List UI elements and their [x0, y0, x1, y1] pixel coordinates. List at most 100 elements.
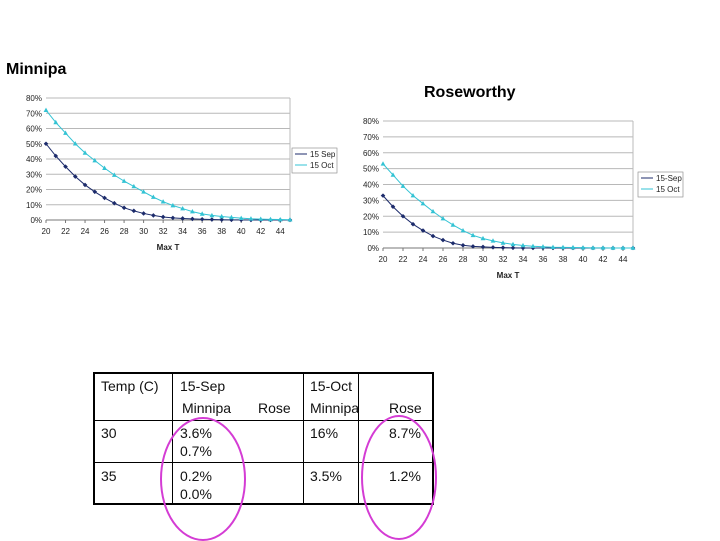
row-30-sep-minnipa: 3.6%: [180, 425, 212, 441]
data-point: [500, 245, 506, 250]
data-point: [170, 215, 176, 221]
data-point: [550, 244, 556, 250]
header-oct-minnipa: Minnipa: [310, 400, 360, 416]
row-35-oct-rose: 1.2%: [389, 468, 421, 484]
header-sep-date: 15-Sep: [180, 378, 226, 394]
data-point: [150, 194, 156, 199]
y-tick-label: 80%: [26, 94, 42, 103]
x-tick-label: 26: [439, 255, 448, 264]
data-point: [410, 221, 416, 227]
y-tick-label: 30%: [26, 170, 42, 179]
x-tick-label: 42: [256, 227, 265, 236]
y-tick-label: 0%: [30, 216, 42, 225]
row-35-oct-minnipa: 3.5%: [310, 468, 342, 484]
x-tick-label: 36: [198, 227, 207, 236]
row-35-sep-minnipa: 0.2%: [180, 468, 212, 484]
y-tick-label: 20%: [26, 186, 42, 195]
data-point: [248, 216, 254, 221]
legend-label: 15-Sep: [656, 174, 682, 183]
data-point: [229, 214, 234, 220]
data-point: [610, 245, 616, 250]
x-tick-label: 20: [42, 227, 51, 236]
data-point: [112, 200, 117, 206]
y-tick-label: 50%: [26, 140, 42, 149]
x-tick-label: 34: [178, 227, 187, 236]
header-sep-rose: Rose: [258, 400, 291, 416]
roseworthy-chart: 0% 10% 20% 30% 40% 50% 60% 70% 80% 20 22 24 26 28 30 32…: [363, 117, 684, 280]
data-point: [121, 178, 127, 183]
row-35-temp: 35: [101, 468, 117, 484]
y-tick-label: 0%: [367, 244, 379, 253]
data-point: [287, 217, 293, 222]
x-tick-label: 44: [619, 255, 628, 264]
data-point: [510, 241, 516, 247]
legend-label: 15 Sep: [310, 150, 336, 159]
data-point: [410, 193, 416, 198]
x-tick-label: 28: [459, 255, 468, 264]
y-tick-label: 30%: [363, 196, 379, 205]
data-point: [72, 174, 78, 179]
data-point: [63, 164, 68, 169]
data-point: [400, 183, 406, 188]
data-point: [151, 213, 156, 218]
data-point: [238, 215, 244, 220]
data-point: [92, 157, 98, 163]
data-point: [440, 216, 446, 221]
table-divider: [358, 374, 359, 503]
data-point: [199, 216, 205, 222]
data-point: [520, 242, 526, 248]
x-tick-label: 26: [100, 227, 109, 236]
y-tick-label: 70%: [26, 109, 42, 118]
data-point: [480, 235, 486, 241]
table-divider: [172, 374, 173, 503]
x-tick-label: 38: [217, 227, 226, 236]
data-point: [420, 228, 426, 233]
data-point: [590, 245, 596, 250]
data-point: [580, 245, 586, 250]
x-tick-label: 32: [159, 227, 168, 236]
data-point: [82, 150, 88, 155]
data-point: [480, 244, 486, 250]
data-point: [380, 161, 386, 166]
data-point: [470, 244, 476, 249]
data-point: [141, 211, 146, 216]
data-point: [258, 216, 264, 221]
data-point: [111, 172, 117, 177]
data-point: [63, 130, 68, 135]
data-point: [141, 189, 146, 194]
x-tick-label: 22: [399, 255, 408, 264]
data-point: [53, 119, 59, 125]
data-point: [209, 212, 215, 218]
header-temp: Temp (C): [101, 378, 159, 394]
x-tick-label: 34: [519, 255, 528, 264]
data-point: [390, 204, 396, 210]
data-point: [219, 213, 225, 219]
minnipa-chart: 0% 10% 20% 30% 40% 50% 60% 70% 80% 20 22 24 26 28 30 32…: [26, 94, 338, 252]
chart-title-roseworthy: Roseworthy: [424, 84, 516, 101]
data-point: [160, 214, 166, 220]
data-point: [268, 216, 273, 222]
data-point: [460, 227, 466, 233]
data-point: [277, 216, 283, 222]
x-tick-label: 24: [81, 227, 90, 236]
data-point: [440, 237, 446, 243]
data-point: [600, 245, 606, 250]
data-point: [190, 209, 195, 214]
header-oct-date: 15-Oct: [310, 378, 353, 394]
row-30-sep-rose: 0.7%: [180, 443, 212, 459]
y-tick-label: 20%: [363, 212, 379, 221]
y-tick-label: 60%: [26, 125, 42, 134]
data-point: [450, 222, 456, 227]
x-tick-label: 36: [539, 255, 548, 264]
row-30-oct-minnipa: 16%: [310, 425, 339, 441]
data-point: [170, 202, 176, 208]
data-point: [460, 243, 466, 248]
x-tick-label: 30: [139, 227, 148, 236]
data-point: [570, 244, 576, 250]
data-point: [420, 200, 426, 206]
y-tick-label: 40%: [26, 155, 42, 164]
data-point: [209, 217, 215, 222]
x-tick-label: 42: [599, 255, 608, 264]
data-point: [470, 232, 476, 238]
y-tick-label: 80%: [363, 117, 379, 126]
